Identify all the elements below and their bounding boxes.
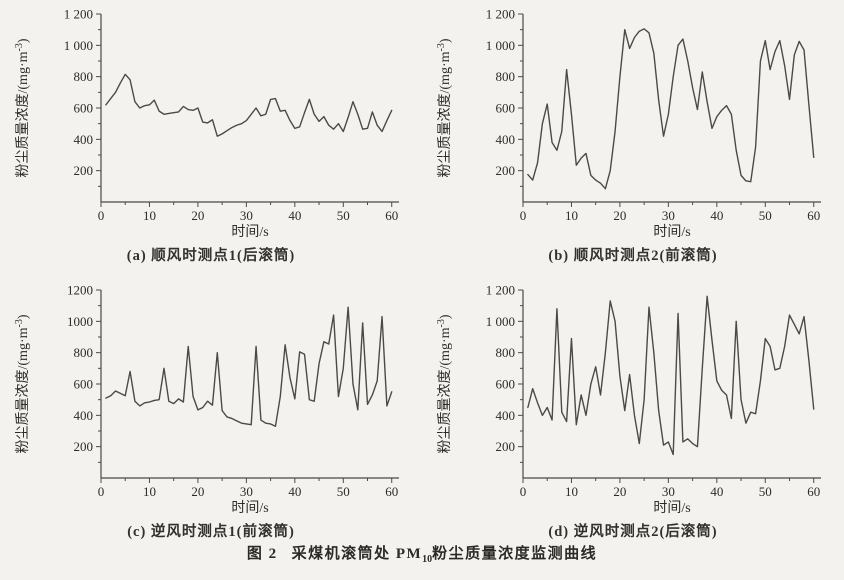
y-axis-label: 粉尘质量浓度/(mg·m-3) [14, 314, 31, 453]
y-tick-label: 800 [74, 69, 94, 84]
y-axis-label: 粉尘质量浓度/(mg·m-3) [436, 314, 453, 453]
x-tick-label: 50 [759, 484, 772, 499]
y-tick-label: 1 000 [486, 38, 515, 53]
y-tick-label: 400 [74, 132, 94, 147]
figure-caption-text-end: 粉尘质量浓度监测曲线 [432, 546, 598, 562]
x-tick-label: 30 [240, 484, 253, 499]
x-tick-label: 0 [520, 208, 527, 223]
y-tick-label: 400 [496, 132, 516, 147]
x-tick-label: 10 [143, 208, 156, 223]
figure-caption-number: 图 2 [246, 546, 278, 562]
x-tick-label: 60 [385, 484, 398, 499]
x-tick-label: 60 [807, 208, 820, 223]
subplot-a: 200 400 600 800 1 000 1 200 0 10 20 30 40 50 60 时间/s 粉… [0, 0, 422, 266]
y-axis-label: 粉尘质量浓度/(mg·m-3) [436, 38, 453, 177]
x-tick-label: 10 [143, 484, 156, 499]
x-tick-label: 0 [520, 484, 527, 499]
x-tick-label: 50 [337, 484, 350, 499]
x-tick-label: 0 [98, 484, 105, 499]
chart-svg: 200 400 600 800 1 000 1 200 0 10 20 30 40 50 60 时间/s 粉… [436, 283, 821, 516]
subplot-d: 200 400 600 800 1 000 1 200 0 10 20 30 40 50 60 时间/s 粉… [422, 266, 844, 540]
y-tick-label: 800 [496, 69, 516, 84]
figure-caption: 图 2 采煤机滚筒处 PM10粉尘质量浓度监测曲线 [0, 542, 844, 565]
x-tick-label: 10 [565, 484, 578, 499]
y-tick-label: 600 [74, 101, 94, 116]
x-tick-label: 20 [613, 208, 626, 223]
chart-svg: 200 400 600 800 1 000 1 200 0 10 20 30 40 50 60 时间/s 粉… [436, 7, 821, 240]
y-tick-label: 800 [496, 345, 516, 360]
x-axis-label: 时间/s [231, 500, 268, 516]
subplot-b: 200 400 600 800 1 000 1 200 0 10 20 30 40 50 60 时间/s 粉… [422, 0, 844, 266]
x-tick-label: 10 [565, 208, 578, 223]
y-tick-label: 400 [496, 408, 516, 423]
subplot-d-chart: 200 400 600 800 1 000 1 200 0 10 20 30 40 50 60 时间/s 粉… [427, 280, 839, 518]
figure-caption-subscript: 10 [422, 554, 433, 565]
series-line [527, 295, 815, 456]
subplot-b-caption: (b) 顺风时测点2(前滚筒) [548, 248, 718, 264]
y-tick-label: 1000 [67, 314, 93, 329]
subplot-d-caption: (d) 逆风时测点2(后滚筒) [548, 524, 718, 540]
subplot-c: 200 400 600 800 1000 1200 0 10 20 30 40 50 60 时间/s 粉尘质… [0, 266, 422, 540]
figure-caption-text: 采煤机滚筒处 PM [291, 546, 423, 562]
subplot-c-caption: (c) 逆风时测点1(前滚筒) [127, 524, 295, 540]
x-tick-label: 20 [191, 208, 204, 223]
x-tick-label: 40 [288, 208, 301, 223]
x-tick-label: 30 [662, 484, 675, 499]
chart-svg: 200 400 600 800 1000 1200 0 10 20 30 40 50 60 时间/s 粉尘质… [14, 283, 399, 516]
y-tick-label: 1 000 [486, 314, 515, 329]
x-axis-label: 时间/s [231, 224, 268, 240]
y-axis-label: 粉尘质量浓度/(mg·m-3) [14, 38, 31, 177]
y-tick-label: 1 000 [64, 38, 93, 53]
y-tick-label: 800 [74, 345, 94, 360]
subplot-c-chart: 200 400 600 800 1000 1200 0 10 20 30 40 50 60 时间/s 粉尘质… [5, 280, 417, 518]
y-tick-label: 200 [74, 163, 94, 178]
x-tick-label: 40 [710, 484, 723, 499]
x-tick-label: 40 [710, 208, 723, 223]
x-axis-label: 时间/s [653, 224, 690, 240]
series-line [105, 306, 393, 428]
y-tick-label: 200 [496, 439, 516, 454]
chart-svg: 200 400 600 800 1 000 1 200 0 10 20 30 40 50 60 时间/s 粉… [14, 7, 399, 240]
y-tick-label: 1 200 [64, 7, 93, 22]
y-tick-label: 1 200 [486, 7, 515, 22]
y-tick-label: 400 [74, 408, 94, 423]
y-tick-label: 1200 [67, 283, 93, 298]
x-tick-label: 50 [759, 208, 772, 223]
subplot-a-chart: 200 400 600 800 1 000 1 200 0 10 20 30 40 50 60 时间/s 粉… [5, 4, 417, 242]
x-tick-label: 60 [807, 484, 820, 499]
x-tick-label: 30 [662, 208, 675, 223]
x-tick-label: 50 [337, 208, 350, 223]
series-line [105, 73, 393, 137]
y-tick-label: 200 [74, 439, 94, 454]
x-tick-label: 20 [191, 484, 204, 499]
y-tick-label: 1 200 [486, 283, 515, 298]
subplot-a-caption: (a) 顺风时测点1(后滚筒) [126, 248, 296, 264]
x-axis-label: 时间/s [653, 500, 690, 516]
y-tick-label: 200 [496, 163, 516, 178]
y-tick-label: 600 [496, 101, 516, 116]
x-tick-label: 60 [385, 208, 398, 223]
x-tick-label: 30 [240, 208, 253, 223]
y-tick-label: 600 [496, 377, 516, 392]
x-tick-label: 20 [613, 484, 626, 499]
x-tick-label: 0 [98, 208, 105, 223]
subplot-b-chart: 200 400 600 800 1 000 1 200 0 10 20 30 40 50 60 时间/s 粉… [427, 4, 839, 242]
y-tick-label: 600 [74, 377, 94, 392]
x-tick-label: 40 [288, 484, 301, 499]
subplot-grid: 200 400 600 800 1 000 1 200 0 10 20 30 40 50 60 时间/s 粉… [0, 0, 844, 540]
series-line [527, 28, 815, 190]
